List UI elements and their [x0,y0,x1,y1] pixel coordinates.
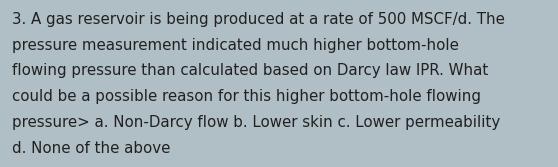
Text: 3. A gas reservoir is being produced at a rate of 500 MSCF/d. The: 3. A gas reservoir is being produced at … [12,12,505,27]
Text: flowing pressure than calculated based on Darcy law IPR. What: flowing pressure than calculated based o… [12,63,488,78]
Text: d. None of the above: d. None of the above [12,141,171,156]
Text: pressure measurement indicated much higher bottom-hole: pressure measurement indicated much high… [12,38,459,53]
Text: pressure> a. Non-Darcy flow b. Lower skin c. Lower permeability: pressure> a. Non-Darcy flow b. Lower ski… [12,115,501,130]
Text: could be a possible reason for this higher bottom-hole flowing: could be a possible reason for this high… [12,89,482,104]
